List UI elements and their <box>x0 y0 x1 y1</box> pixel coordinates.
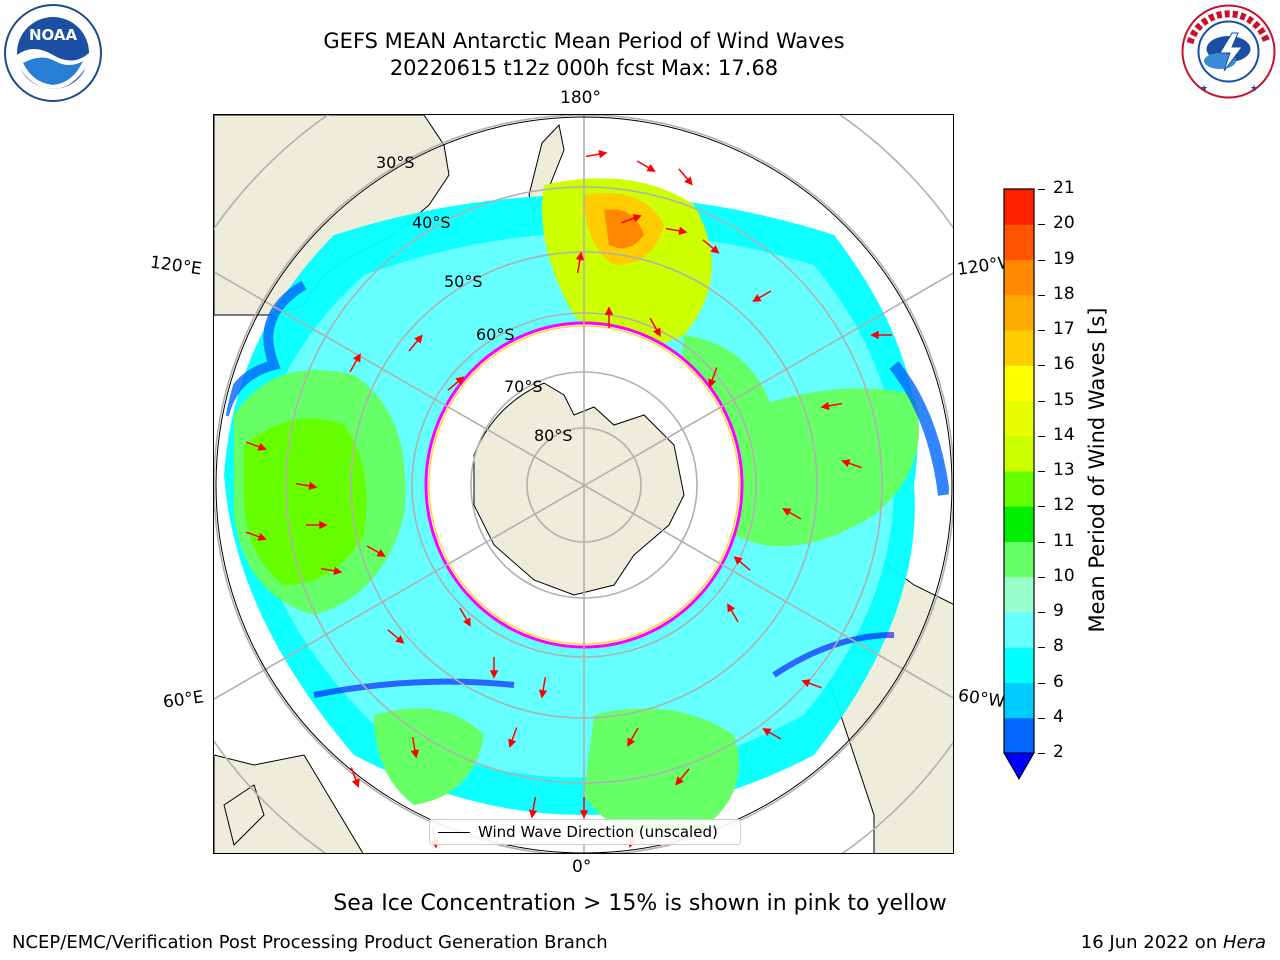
colorbar-tick-label: 18 <box>1053 283 1075 304</box>
colorbar <box>1003 188 1035 781</box>
colorbar-tick-mark <box>1038 330 1045 331</box>
colorbar-band <box>1004 330 1034 366</box>
colorbar-band <box>1004 506 1034 542</box>
colorbar-tick-mark <box>1038 541 1045 543</box>
colorbar-tick-mark <box>1038 612 1045 613</box>
colorbar-tick-label: 12 <box>1053 495 1075 516</box>
sea-ice-note: Sea Ice Concentration > 15% is shown in … <box>333 891 947 916</box>
colorbar-tick-label: 17 <box>1053 319 1075 339</box>
colorbar-band <box>1004 365 1034 401</box>
lat-label-50s: 50°S <box>444 272 483 291</box>
colorbar-tick-label: 6 <box>1053 671 1064 692</box>
colorbar-tick-label: 14 <box>1053 424 1075 445</box>
colorbar-label: Mean Period of Wind Waves [s] <box>1085 307 1109 633</box>
colorbar-band <box>1004 259 1034 296</box>
lon-label-60w: 60°W <box>956 685 1007 713</box>
colorbar-tick-label: 9 <box>1053 601 1064 621</box>
colorbar-tick-label: 2 <box>1053 742 1064 762</box>
svg-text:★: ★ <box>1200 84 1208 94</box>
chart-subtitle: 20220615 t12z 000h fcst Max: 17.68 <box>389 56 779 80</box>
lon-label-120e: 120°E <box>148 252 203 280</box>
lat-label-30s: 30°S <box>376 153 415 172</box>
colorbar-tick-mark <box>1038 717 1045 719</box>
lon-label-180: 180° <box>560 88 601 108</box>
graticule <box>214 115 953 853</box>
noaa-logo-text: NOAA <box>29 26 78 44</box>
lat-label-60s: 60°S <box>476 325 515 344</box>
colorbar-tick-label: 21 <box>1053 178 1075 198</box>
colorbar-tick-label: 11 <box>1053 530 1075 551</box>
footer-date: 16 Jun 2022 on Hera <box>1081 932 1266 953</box>
colorbar-tick-label: 15 <box>1053 389 1075 410</box>
colorbar-band <box>1004 541 1034 578</box>
colorbar-tick-mark <box>1038 224 1045 226</box>
legend-line-symbol <box>438 832 470 833</box>
lon-label-60e: 60°E <box>161 687 206 713</box>
footer-machine: Hera <box>1222 932 1266 953</box>
colorbar-tick-mark <box>1038 647 1045 649</box>
colorbar-tick-mark <box>1038 365 1045 367</box>
colorbar-tick-mark <box>1038 400 1045 402</box>
lat-label-40s: 40°S <box>412 213 451 232</box>
colorbar-tick-label: 8 <box>1053 636 1064 657</box>
colorbar-band <box>1004 682 1034 719</box>
colorbar-band <box>1004 647 1034 683</box>
lon-label-0: 0° <box>572 857 592 877</box>
nws-logo: ★ ★ <box>1180 3 1277 100</box>
colorbar-band <box>1004 294 1034 331</box>
colorbar-band <box>1004 189 1034 225</box>
colorbar-tick-mark <box>1038 471 1045 472</box>
noaa-logo: NOAA <box>3 3 103 103</box>
colorbar-tick-label: 19 <box>1053 248 1075 269</box>
colorbar-tick-mark <box>1038 294 1045 296</box>
colorbar-band <box>1004 717 1034 754</box>
colorbar-tick-mark <box>1038 435 1045 437</box>
polar-map: 30°S 40°S 50°S 60°S 70°S 80°S Wind Wave … <box>213 114 954 854</box>
colorbar-extend-arrow <box>1003 752 1035 781</box>
colorbar-band <box>1004 471 1034 507</box>
footer-credit: NCEP/EMC/Verification Post Processing Pr… <box>12 932 608 953</box>
colorbar-band <box>1004 224 1034 260</box>
lat-label-80s: 80°S <box>534 426 573 445</box>
map-svg <box>214 115 953 853</box>
colorbar-outline <box>1003 188 1035 753</box>
colorbar-tick-label: 10 <box>1053 565 1075 586</box>
footer-date-text: 16 Jun 2022 on <box>1080 932 1223 953</box>
land-madagascar <box>223 784 265 846</box>
colorbar-tick-mark <box>1038 259 1045 261</box>
colorbar-band <box>1004 576 1034 613</box>
svg-text:★: ★ <box>1250 84 1258 94</box>
colorbar-tick-label: 4 <box>1053 706 1064 727</box>
colorbar-tick-label: 20 <box>1053 213 1075 234</box>
chart-title: GEFS MEAN Antarctic Mean Period of Wind … <box>323 29 845 53</box>
legend-label: Wind Wave Direction (unscaled) <box>478 823 718 841</box>
colorbar-tick-mark <box>1038 682 1045 684</box>
colorbar-tick-mark <box>1038 576 1045 578</box>
lat-label-70s: 70°S <box>504 377 543 396</box>
colorbar-band <box>1004 435 1034 472</box>
colorbar-tick-label: 13 <box>1053 460 1075 480</box>
colorbar-tick-mark <box>1038 753 1045 754</box>
colorbar-tick-mark <box>1038 189 1045 190</box>
colorbar-band <box>1004 612 1034 648</box>
colorbar-tick-mark <box>1038 506 1045 508</box>
colorbar-tick-label: 16 <box>1053 354 1075 375</box>
colorbar-band <box>1004 400 1034 437</box>
map-legend: Wind Wave Direction (unscaled) <box>429 819 741 845</box>
